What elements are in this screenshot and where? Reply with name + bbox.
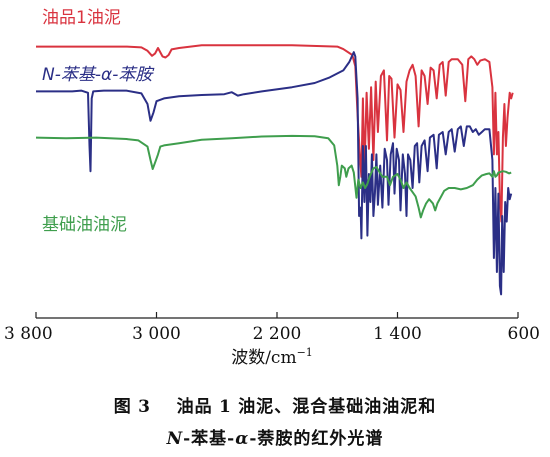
x-ticks: 3 800 3 000 2 200 1 400 600	[4, 312, 540, 344]
caption-text-b: 1	[219, 397, 232, 417]
x-tick-label: 1 400	[373, 324, 422, 344]
caption-text-c: 油泥、混合基础油油泥和	[238, 397, 437, 417]
x-tick-label: 600	[508, 324, 540, 344]
caption-text-a: 油品	[176, 397, 213, 417]
series-label-base-oil-sludge: 基础油油泥	[42, 215, 127, 235]
plot-lines	[35, 44, 514, 296]
series-line-2	[35, 134, 512, 219]
x-tick-label: 2 200	[253, 324, 302, 344]
x-axis-label-text: 波数/cm	[231, 348, 296, 368]
series-line-0	[36, 44, 514, 223]
x-tick-label: 3 800	[4, 324, 53, 344]
caption-italic-n: N	[166, 429, 184, 449]
caption-alpha: α	[235, 429, 250, 449]
caption-fig-label: 图	[113, 397, 132, 417]
caption-text-b: -萘胺的红外光谱	[249, 429, 384, 449]
caption-text-a: -苯基-	[183, 429, 236, 449]
series-label-oil-sludge: 油品1油泥	[42, 8, 121, 28]
caption-fig-num: 3	[138, 397, 151, 417]
series-labels: 油品1油泥 N-苯基-α-苯胺 基础油油泥	[42, 8, 155, 235]
series-line-1	[36, 51, 513, 296]
series-label-phenyl-amine: N-苯基-α-苯胺	[42, 65, 155, 85]
figure-caption-line1: 图 3 油品 1 油泥、混合基础油油泥和	[0, 392, 550, 417]
x-axis-label: 波数/cm−1	[231, 346, 313, 368]
x-tick-label: 3 000	[132, 324, 181, 344]
x-axis-label-sup: −1	[297, 346, 313, 359]
figure-caption-line2: N-苯基-α-萘胺的红外光谱	[0, 424, 550, 449]
